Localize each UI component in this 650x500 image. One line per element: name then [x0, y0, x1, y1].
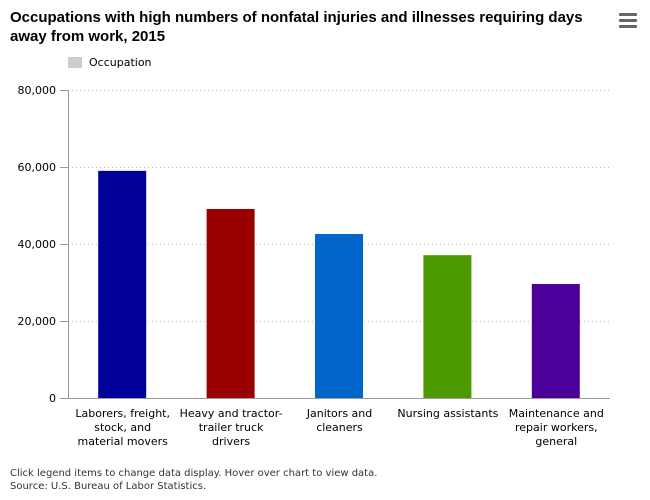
y-tick-label: 40,000 [18, 238, 57, 251]
footer-source: Source: U.S. Bureau of Labor Statistics. [10, 481, 207, 492]
bar[interactable] [98, 170, 147, 398]
x-tick-label: Janitors and cleaners [306, 407, 373, 434]
footer-note: Click legend items to change data displa… [10, 468, 378, 479]
legend-label: Occupation [89, 56, 152, 69]
y-tick-label: 80,000 [18, 84, 57, 97]
x-tick-label: Nursing assistants [397, 407, 499, 420]
y-tick-label: 60,000 [18, 161, 57, 174]
chart-title: Occupations with high numbers of nonfata… [10, 9, 583, 45]
x-tick-label: Maintenance and repair workers, general [508, 407, 604, 448]
x-tick-label: Heavy and tractor-trailer truck drivers [179, 407, 283, 448]
bar[interactable] [206, 208, 255, 398]
legend-item-occupation[interactable]: Occupation [68, 56, 152, 69]
y-tick-label: 20,000 [18, 315, 57, 328]
hamburger-menu-icon[interactable] [619, 13, 637, 28]
legend-swatch [68, 57, 82, 68]
x-tick-label: Laborers, freight, stock, and material m… [75, 407, 170, 448]
y-tick-label: 0 [49, 392, 56, 405]
bar[interactable] [531, 284, 580, 398]
bar[interactable] [315, 233, 363, 398]
bar[interactable] [423, 255, 472, 398]
